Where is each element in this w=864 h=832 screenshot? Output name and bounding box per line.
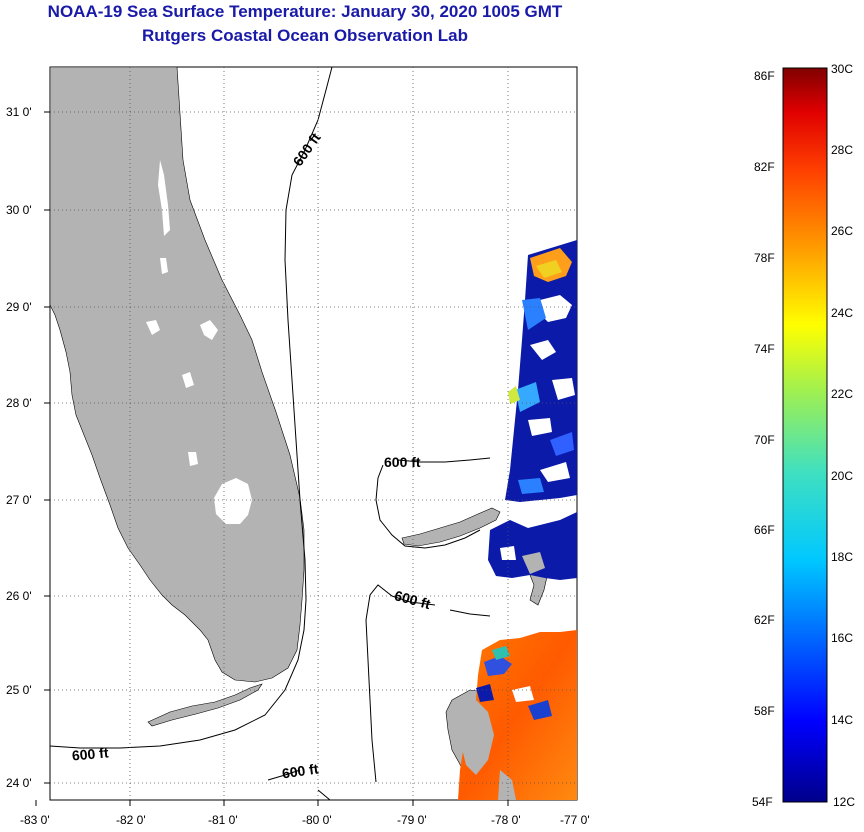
- colorbar-f-label: 82F: [754, 160, 775, 174]
- inland-lake: [160, 258, 168, 274]
- colorbar-c-label: 30C: [831, 62, 853, 76]
- colorbar-f-label: 70F: [754, 433, 775, 447]
- inland-lake: [200, 320, 218, 340]
- contour-label: 600 ft: [384, 454, 421, 470]
- colorbar-f-label: 66F: [754, 523, 775, 537]
- colorbar-f-label: 74F: [754, 342, 775, 356]
- colorbar-c-label: 22C: [831, 387, 853, 401]
- axis-ticks: [35, 111, 509, 806]
- lat-tick-label: 29 0': [6, 300, 32, 314]
- colorbar-c-label: 24C: [831, 306, 853, 320]
- sst-swath-middle: [488, 512, 577, 580]
- colorbar-c-label: 12C: [833, 795, 855, 809]
- grand-bahama-land: [401, 507, 501, 547]
- contour-label: 600 ft: [281, 760, 320, 781]
- lon-tick-label: -83 0': [20, 813, 50, 827]
- lat-tick-label: 26 0': [6, 589, 32, 603]
- colorbar-f-label: 54F: [752, 795, 773, 809]
- colorbar: [782, 67, 828, 803]
- inland-lake: [188, 452, 198, 466]
- map-subtitle: Rutgers Coastal Ocean Observation Lab: [142, 26, 468, 45]
- map-title: NOAA-19 Sea Surface Temperature: January…: [47, 2, 563, 21]
- lon-tick-label: -81 0': [208, 813, 238, 827]
- isobath-600ft: [50, 67, 491, 800]
- colorbar-c-label: 18C: [831, 550, 853, 564]
- florida-keys: [147, 683, 263, 727]
- inland-lake: [182, 372, 194, 388]
- lon-tick-label: -79 0': [397, 813, 427, 827]
- colorbar-f-label: 58F: [754, 704, 775, 718]
- lat-tick-label: 24 0': [6, 776, 32, 790]
- lon-tick-label: -80 0': [302, 813, 332, 827]
- inland-lake: [146, 320, 160, 335]
- sst-swath-south: [458, 630, 577, 800]
- florida-land: [50, 67, 305, 683]
- colorbar-c-label: 26C: [831, 224, 853, 238]
- lon-tick-label: -82 0': [116, 813, 146, 827]
- lake-okeechobee: [214, 478, 252, 524]
- lat-tick-label: 30 0': [6, 203, 32, 217]
- lat-tick-label: 25 0': [6, 683, 32, 697]
- colorbar-celsius-labels: 30C 28C 26C 24C 22C 20C 18C 16C 14C 12C: [831, 62, 855, 809]
- lon-tick-label: -78 0': [491, 813, 521, 827]
- colorbar-f-label: 78F: [754, 251, 775, 265]
- sst-swath-north: [505, 240, 577, 502]
- lat-tick-label: 28 0': [6, 396, 32, 410]
- colorbar-fahrenheit-labels: 86F 82F 78F 74F 70F 66F 62F 58F 54F: [752, 69, 775, 809]
- inland-lake: [158, 160, 170, 236]
- lat-tick-label: 27 0': [6, 493, 32, 507]
- colorbar-c-label: 16C: [831, 631, 853, 645]
- colorbar-c-label: 28C: [831, 143, 853, 157]
- lon-tick-label: -77 0': [560, 813, 590, 827]
- lat-tick-label: 31 0': [6, 105, 32, 119]
- colorbar-c-label: 14C: [831, 713, 853, 727]
- colorbar-f-label: 86F: [754, 69, 775, 83]
- colorbar-c-label: 20C: [831, 469, 853, 483]
- contour-label: 600 ft: [71, 744, 109, 763]
- colorbar-f-label: 62F: [754, 613, 775, 627]
